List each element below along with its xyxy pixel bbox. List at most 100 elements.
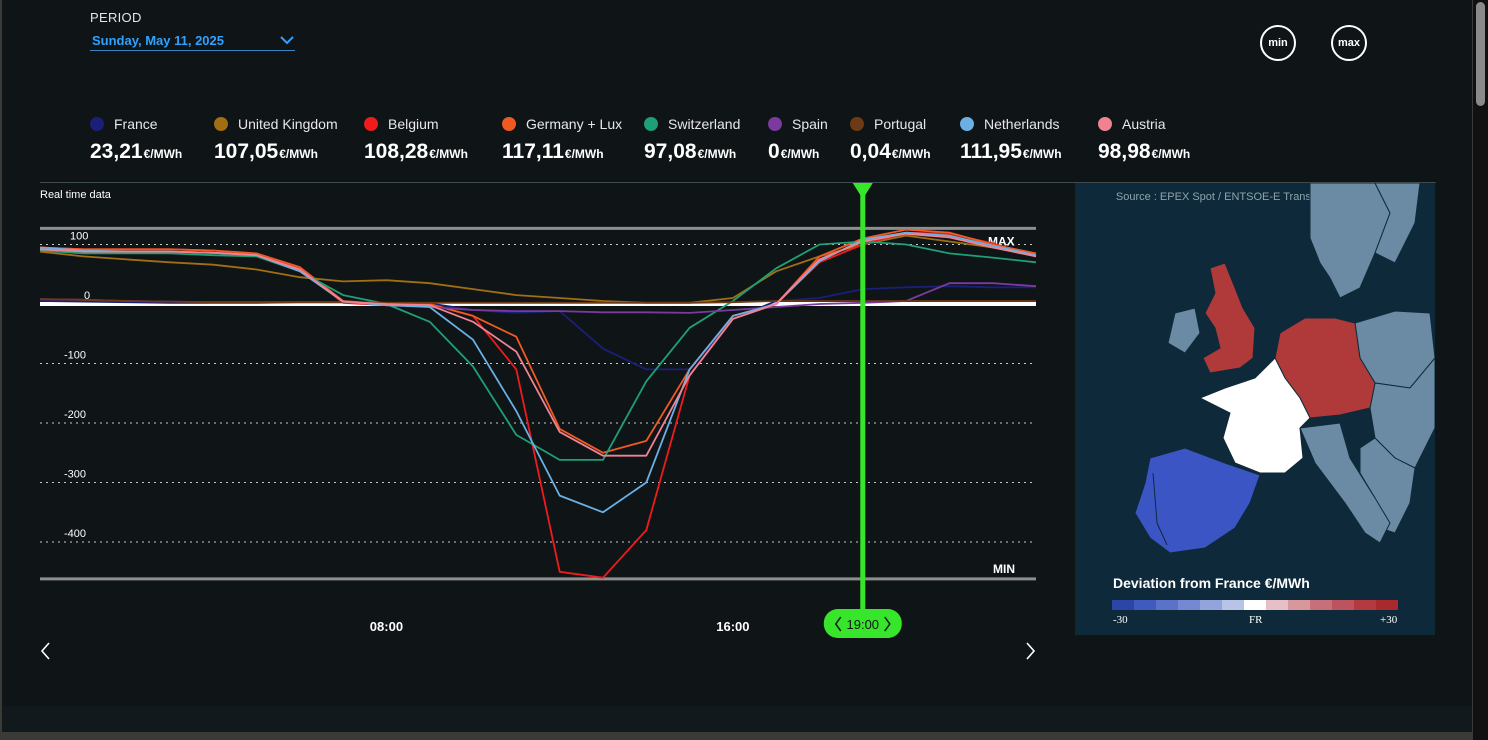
legend-head: Portugal [850,116,931,132]
scale-swatch [1178,600,1200,610]
legend-item-united-kingdom[interactable]: United Kingdom 107,05€/MWh [214,116,338,164]
cursor-left-chevron-icon [834,616,842,632]
min-label: MIN [993,562,1015,576]
legend-item-spain[interactable]: Spain 0€/MWh [768,116,828,164]
legend-head: Belgium [364,116,468,132]
legend-head: Spain [768,116,828,132]
scale-swatch [1310,600,1332,610]
legend-color-dot [644,117,658,131]
period-value: Sunday, May 11, 2025 [92,32,224,48]
legend-country-name: Spain [792,116,828,132]
legend-price-value: 23,21 [90,140,143,163]
series-line-austria [39,232,1037,457]
legend-item-austria[interactable]: Austria 98,98€/MWh [1098,116,1190,164]
time-cursor-handle[interactable] [823,609,902,638]
next-day-arrow-icon[interactable] [1020,640,1040,662]
period-dropdown[interactable]: Sunday, May 11, 2025 [90,30,295,51]
scale-swatch [1156,600,1178,610]
cursor-right-chevron-icon [884,616,891,632]
scrollbar-track[interactable] [1473,0,1488,740]
scale-swatch [1354,600,1376,610]
legend-price-unit: €/MWh [429,147,468,161]
legend-price-value: 117,11 [502,140,564,163]
series-line-switzerland [39,240,1037,461]
series-line-belgium [39,231,1037,579]
legend-item-belgium[interactable]: Belgium 108,28€/MWh [364,116,468,164]
legend-color-dot [850,117,864,131]
legend-country-name: Austria [1122,116,1166,132]
legend-price-value: 97,08 [644,140,697,163]
scale-swatch [1134,600,1156,610]
legend-head: France [90,116,182,132]
legend-item-france[interactable]: France 23,21€/MWh [90,116,182,164]
chevron-down-icon [280,36,294,45]
legend-head: Germany + Lux [502,116,622,132]
legend-price-unit: €/MWh [1022,147,1062,161]
legend-country-name: Portugal [874,116,927,132]
legend-price: 108,28€/MWh [364,140,468,164]
legend-country-name: United Kingdom [238,116,338,132]
legend-color-dot [502,117,516,131]
legend-price-value: 111,95 [960,140,1022,163]
legend-country-name: Switzerland [668,116,741,132]
legend-color-dot [90,117,104,131]
scale-min-label: -30 [1113,614,1128,626]
scale-swatch [1244,600,1266,610]
legend-price: 111,95€/MWh [960,140,1062,164]
legend-country-name: France [114,116,158,132]
map-balkans [1359,437,1416,534]
footer-band [2,706,1472,732]
map-scandinavia [1309,183,1391,299]
legend-price-unit: €/MWh [780,147,820,161]
max-button[interactable]: max [1331,25,1367,61]
price-chart: Real time data1000-100-200-300-400MAXMIN… [39,183,1037,638]
map-iberia [1134,447,1261,554]
map-title: Deviation from France €/MWh [1113,575,1310,591]
series-line-portugal [39,298,1036,304]
legend-price: 97,08€/MWh [644,140,740,164]
legend-item-portugal[interactable]: Portugal 0,04€/MWh [850,116,931,164]
scale-swatch [1376,600,1398,610]
legend-item-germany-lux[interactable]: Germany + Lux 117,11€/MWh [502,116,622,164]
legend-price: 117,11€/MWh [502,140,622,164]
legend-price-unit: €/MWh [891,147,931,161]
scale-swatch [1288,600,1310,610]
series-line-united-kingdom [39,234,1037,304]
scale-swatch [1266,600,1288,610]
scale-swatch [1222,600,1244,610]
time-cursor-label: 19:00 [847,617,880,632]
scrollbar-thumb[interactable] [1476,2,1485,106]
series-line-germany-lux [39,228,1037,454]
legend-item-netherlands[interactable]: Netherlands 111,95€/MWh [960,116,1062,164]
legend-color-dot [1098,117,1112,131]
legend-head: Austria [1098,116,1190,132]
legend-price-unit: €/MWh [564,147,604,161]
map-italy [1299,422,1391,544]
europe-map[interactable] [1075,183,1435,563]
map-finland [1374,183,1421,264]
min-button[interactable]: min [1260,25,1296,61]
time-cursor-head-icon [852,183,873,199]
legend-item-switzerland[interactable]: Switzerland 97,08€/MWh [644,116,740,164]
map-uk [1202,262,1256,374]
deviation-scale [1112,600,1398,610]
previous-day-arrow-icon[interactable] [36,640,56,662]
deviation-map-panel: Source : EPEX Spot / ENTSOE-E Transparen… [1075,183,1435,635]
legend-country-name: Germany + Lux [526,116,623,132]
legend-price: 98,98€/MWh [1098,140,1190,164]
legend-head: Netherlands [960,116,1062,132]
x-tick-label: 16:00 [716,619,749,634]
legend-price: 0,04€/MWh [850,140,931,164]
legend-price: 107,05€/MWh [214,140,338,164]
legend-country-name: Netherlands [984,116,1060,132]
legend-price-unit: €/MWh [697,147,737,161]
y-tick-label: 100 [70,231,88,243]
chart-title: Real time data [40,189,112,201]
legend-price-value: 107,05 [214,140,279,163]
legend-price-value: 108,28 [364,140,429,163]
scale-mid-label: FR [1249,614,1263,626]
legend-price-unit: €/MWh [279,147,318,161]
legend: France 23,21€/MWh United Kingdom 107,05€/MW… [2,116,1242,176]
scale-swatch [1332,600,1354,610]
legend-price-unit: €/MWh [143,147,183,161]
